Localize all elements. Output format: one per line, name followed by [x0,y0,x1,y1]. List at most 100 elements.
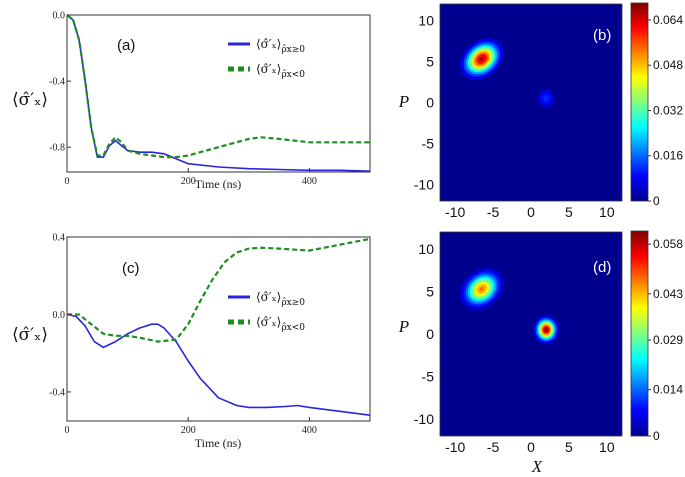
x-tick-label-c: 400 [302,425,317,436]
x-axis-label-d: X [531,457,543,476]
heatmap-frame-b [439,3,623,202]
panel-label-d: (d) [593,259,611,276]
heatmap-peak-b-0 [459,38,504,80]
colorbar-tick-label-d: 0.043 [653,287,683,301]
colorbar-ticks-b: 0.064 0.048 0.032 0.016 0 [648,13,683,208]
panel-b: -10 -5 0 5 10 10 5 0 -5 -10 P (b) 0.064 0.048 0.032… [398,2,683,220]
series-line-c-0 [66,313,371,416]
y-tick-label-c: 0.4 [53,233,66,244]
heatmap-b [439,3,623,202]
heatmap-background-d [440,232,622,436]
y-tick-label-a: 0.0 [53,11,66,22]
x-tick-label-d: 0 [527,439,535,455]
x-tick-label-b: 10 [599,204,615,220]
series-group-c [66,237,371,416]
panel-label-b: (b) [593,27,611,44]
colorbar-tick-label-b: 0.064 [653,13,683,27]
legend-a-green-text: ⟨σ̂′ₓ⟩ρ̂x<0 [256,62,305,80]
y-tick-label-b: -5 [422,136,435,152]
colorbar-tick-label-d: 0.029 [653,333,683,347]
x-axis-label-a: Time (ns) [195,177,242,191]
x-tick-label-b: 0 [527,204,535,220]
ticks-group-a: 0 200 400 0.0 -0.4 -0.8 [49,11,317,188]
y-axis-label-d: P [398,317,409,336]
x-tick-label-b: -5 [487,204,500,220]
legend-c-blue-main: ⟨σ̂′ₓ⟩ [256,290,281,304]
heatmap-contour-d [479,286,484,291]
x-tick-label-c: 0 [65,425,70,436]
colorbar-tick-label-d: 0.014 [653,383,683,397]
ticks-group-c: 0 200 400 0.4 0.0 -0.4 [49,233,317,437]
legend-c-green-main: ⟨σ̂′ₓ⟩ [256,315,281,329]
x-tick-label-d: -10 [445,439,465,455]
legend-a-blue-sub: ρ̂x≥0 [281,44,305,55]
y-tick-label-c: -0.4 [49,387,65,398]
y-tick-label-d: 5 [426,284,434,300]
x-tick-label-d: -5 [487,439,500,455]
heatmap-frame-d [439,231,623,437]
y-tick-label-b: 0 [426,95,434,111]
legend-c-green-sub: ρ̂x<0 [281,322,305,333]
y-tick-label-d: 0 [426,326,434,342]
legend-c-green-text: ⟨σ̂′ₓ⟩ρ̂x<0 [256,315,305,333]
heatmap-contour-d [544,328,548,332]
colorbar-tick-label-d: 0 [653,429,660,443]
y-tick-label-b: 10 [418,12,434,28]
y-tick-label-a: -0.4 [49,77,65,88]
legend-a: ⟨σ̂′ₓ⟩ρ̂x≥0 ⟨σ̂′ₓ⟩ρ̂x<0 [228,37,305,80]
series-line-c-1 [67,237,371,343]
x-tick-label-c: 200 [181,425,196,436]
colorbar-ticks-d: 0.058 0.043 0.029 0.014 0 [648,237,683,443]
heatmap-peak-d-0 [459,267,504,311]
x-tick-label-d: 10 [599,439,615,455]
colorbar-b [630,2,649,202]
colorbar-tick-label-b: 0.016 [653,149,683,163]
ticks-group-b: -10 -5 0 5 10 10 5 0 -5 -10 [414,12,615,220]
x-axis-label-c: Time (ns) [195,436,242,450]
y-tick-label-a: -0.8 [49,143,65,154]
panel-c: 0 200 400 0.4 0.0 -0.4 Time (ns) ⟨σ̂′ₓ⟩ (c) ⟨… [12,233,371,450]
series-group-a [66,14,371,172]
plot-area-c [66,236,371,422]
x-tick-label-a: 0 [65,176,70,187]
legend-c-blue-sub: ρ̂x≥0 [281,297,305,308]
panel-label-c: (c) [122,260,140,277]
y-axis-label-a: ⟨σ̂′ₓ⟩ [12,90,48,110]
series-line-a-0 [66,14,371,172]
x-tick-label-d: 5 [565,439,573,455]
colorbar-tick-label-b: 0.032 [653,103,683,117]
x-tick-label-b: -10 [445,204,465,220]
series-line-a-1 [66,14,370,159]
heatmap-peak-d-1 [533,315,559,345]
ticks-group-d: -10 -5 0 5 10 10 5 0 -5 -10 [414,241,615,455]
heatmap-contour-b [479,57,484,61]
plot-area-a [66,14,371,173]
heatmap-contour-b [544,96,548,100]
legend-c: ⟨σ̂′ₓ⟩ρ̂x≥0 ⟨σ̂′ₓ⟩ρ̂x<0 [228,290,305,333]
legend-a-blue-main: ⟨σ̂′ₓ⟩ [256,37,281,51]
legend-a-green-sub: ρ̂x<0 [281,69,305,80]
y-tick-label-c: 0.0 [53,310,66,321]
y-tick-label-d: -5 [422,369,435,385]
y-tick-label-b: 5 [426,53,434,69]
heatmap-peak-b-1 [538,89,555,108]
legend-a-green-main: ⟨σ̂′ₓ⟩ [256,62,281,76]
x-tick-label-a: 200 [181,176,196,187]
y-tick-label-d: 10 [418,241,434,257]
colorbar-d [630,230,649,437]
legend-c-blue-text: ⟨σ̂′ₓ⟩ρ̂x≥0 [256,290,305,308]
legend-a-blue-text: ⟨σ̂′ₓ⟩ρ̂x≥0 [256,37,305,55]
y-axis-label-c: ⟨σ̂′ₓ⟩ [12,325,48,345]
colorbar-tick-label-d: 0.058 [653,237,683,251]
x-tick-label-a: 400 [302,176,317,187]
heatmap-background-b [440,4,622,201]
colorbar-tick-label-b: 0 [653,194,660,208]
panel-label-a: (a) [117,37,135,54]
y-tick-label-d: -10 [414,411,434,427]
y-axis-label-b: P [398,92,409,111]
x-tick-label-b: 5 [565,204,573,220]
y-tick-label-b: -10 [414,177,434,193]
